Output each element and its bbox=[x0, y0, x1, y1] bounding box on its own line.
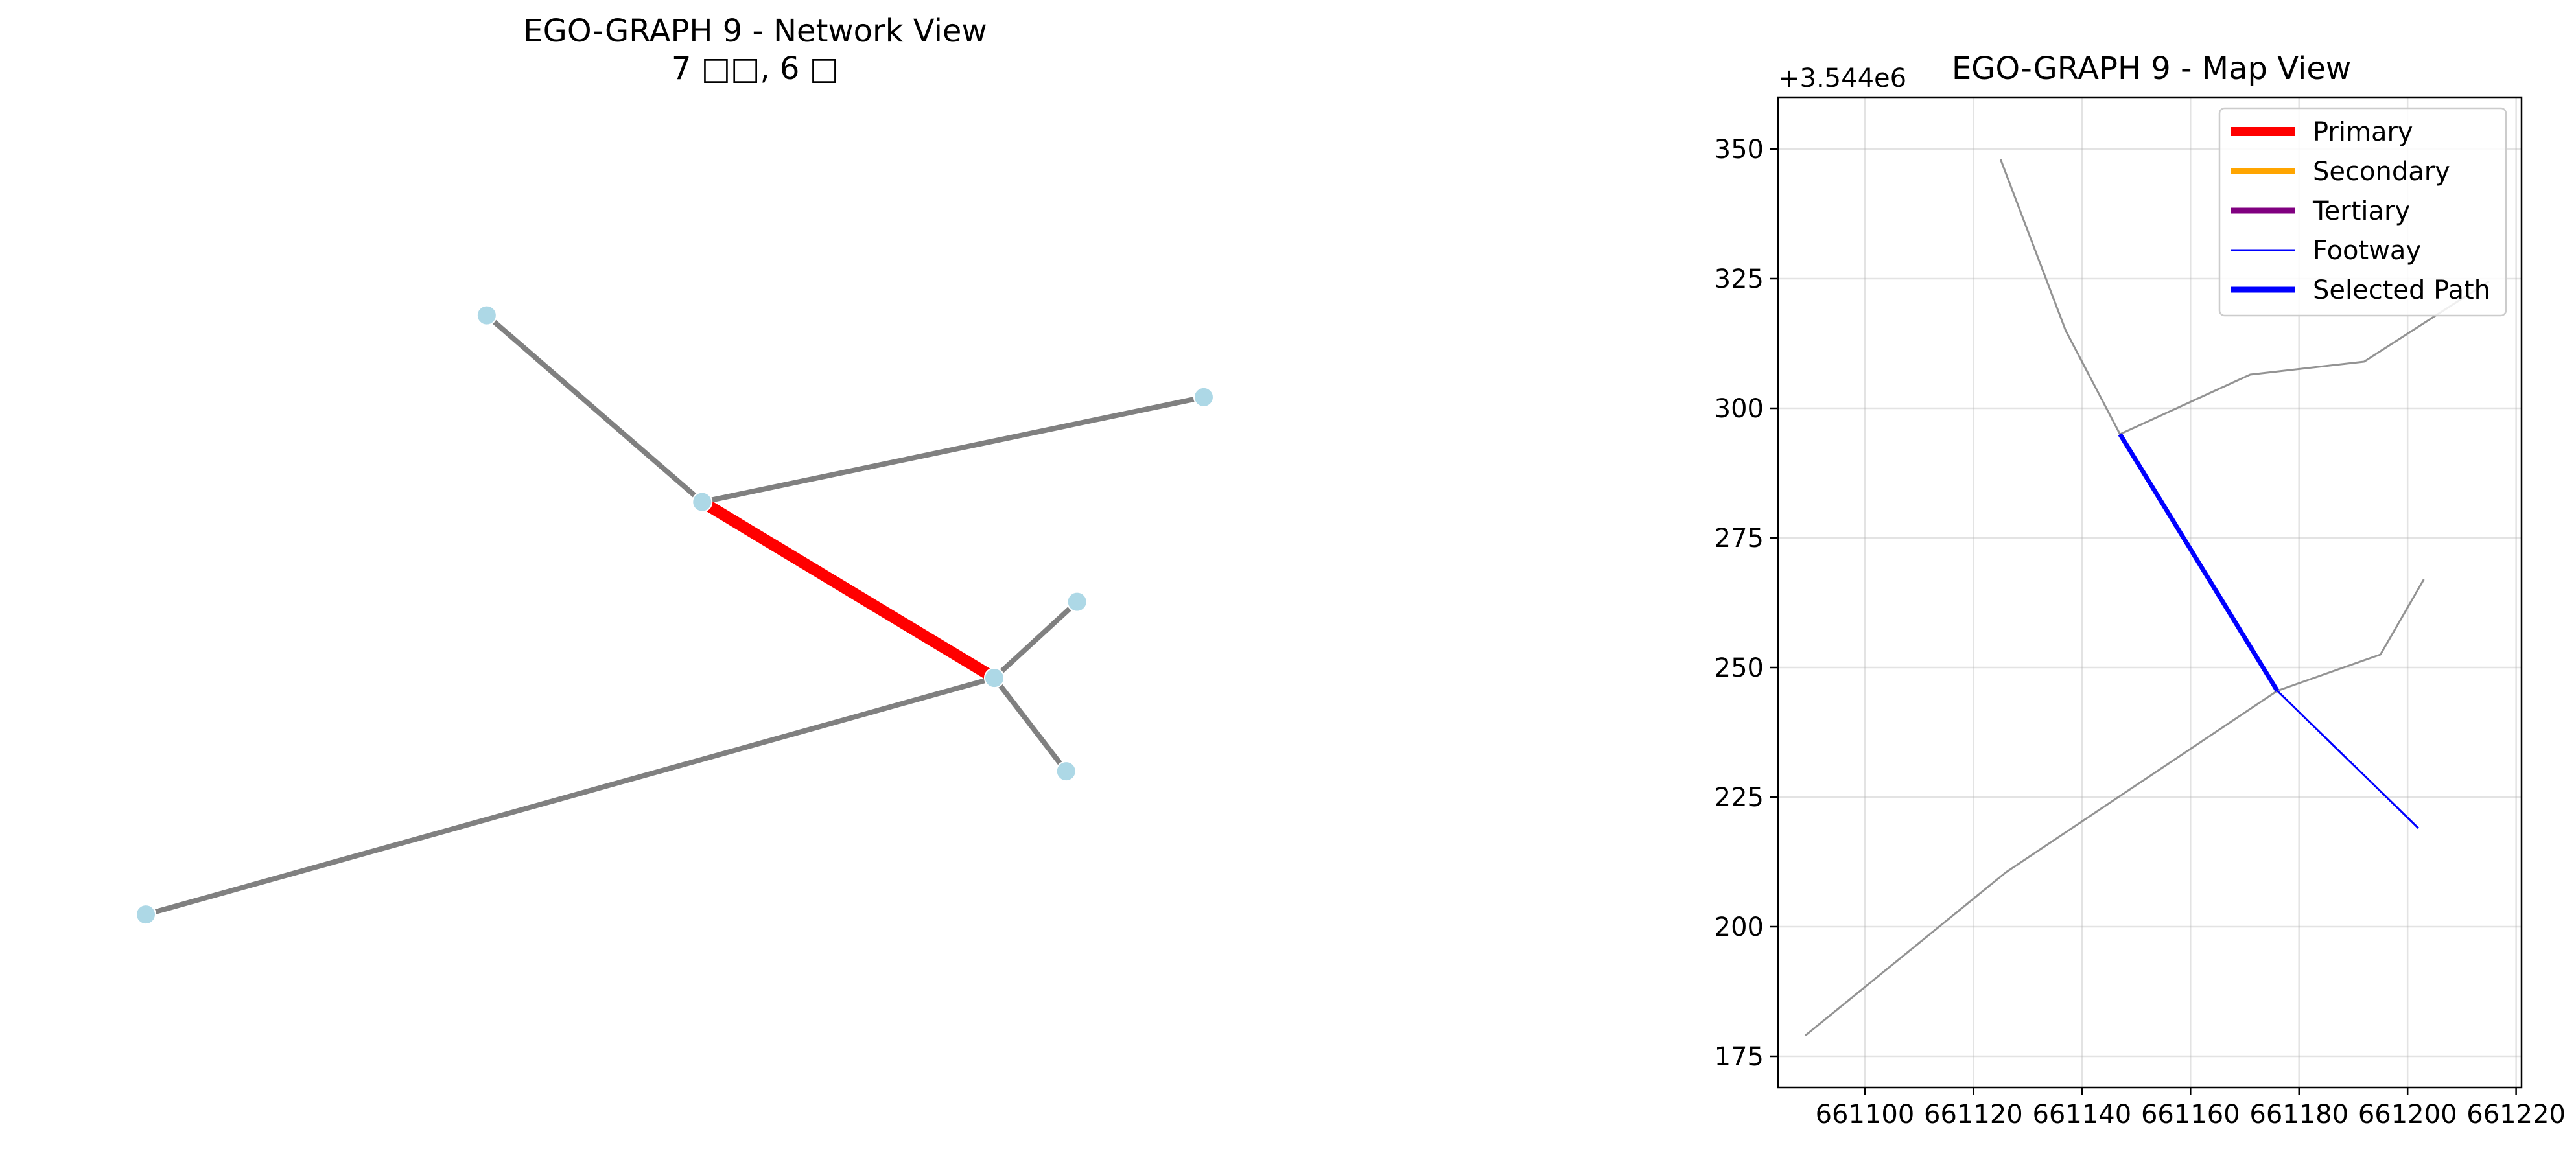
network-node bbox=[1066, 591, 1088, 612]
network-edge bbox=[485, 313, 704, 504]
x-tick-label: 661120 bbox=[1924, 1100, 2023, 1130]
network-edge bbox=[701, 394, 1204, 505]
y-tick-label: 325 bbox=[1715, 264, 1764, 294]
network-view-subtitle: 7 □□, 6 □ bbox=[672, 51, 839, 87]
legend-box bbox=[2218, 107, 2507, 317]
map-view-panel: EGO-GRAPH 9 - Map View +3.544e6 661100 66… bbox=[1715, 51, 2566, 1130]
x-tick-label: 661220 bbox=[2466, 1100, 2566, 1130]
network-node bbox=[983, 667, 1005, 689]
x-tick-label: 661160 bbox=[2141, 1100, 2240, 1130]
network-edge bbox=[145, 675, 996, 917]
footway-line bbox=[2277, 690, 2419, 830]
map-view-title: EGO-GRAPH 9 - Map View bbox=[1952, 51, 2351, 87]
y-tick-label: 350 bbox=[1715, 135, 1764, 165]
road-line bbox=[1999, 159, 2121, 435]
legend-label: Primary bbox=[2313, 117, 2413, 147]
network-view-title: EGO-GRAPH 9 - Network View bbox=[523, 13, 987, 49]
x-tick-label: 661140 bbox=[2032, 1100, 2131, 1130]
legend-label: Secondary bbox=[2313, 157, 2450, 187]
map-axes-frame bbox=[1777, 96, 2523, 1089]
legend-label: Footway bbox=[2313, 236, 2421, 266]
y-tick-label: 250 bbox=[1715, 653, 1764, 683]
network-nodes bbox=[135, 305, 1214, 925]
y-tick-label: 175 bbox=[1715, 1042, 1764, 1072]
y-tick-label: 275 bbox=[1715, 524, 1764, 553]
y-tick-label: 200 bbox=[1715, 912, 1764, 942]
network-node bbox=[135, 904, 156, 925]
legend-label: Tertiary bbox=[2312, 196, 2410, 226]
road-line bbox=[1804, 690, 2278, 1037]
legend-label: Selected Path bbox=[2313, 275, 2490, 305]
network-node bbox=[1193, 386, 1214, 408]
y-tick-label: 225 bbox=[1715, 783, 1764, 813]
network-edge bbox=[992, 676, 1068, 773]
selected-path-line bbox=[2118, 433, 2280, 692]
network-node bbox=[692, 491, 713, 513]
x-tick-label: 661100 bbox=[1816, 1100, 1915, 1130]
highlighted-edge bbox=[699, 496, 998, 683]
x-axis-ticks: 661100 661120 661140 661160 661180 661200 6612… bbox=[1816, 1087, 2566, 1130]
network-edge bbox=[992, 599, 1079, 680]
network-view-panel: EGO-GRAPH 9 - Network View 7 □□, 6 □ bbox=[135, 13, 1214, 925]
map-lines bbox=[1804, 159, 2490, 1037]
network-node bbox=[1055, 761, 1077, 782]
legend-items: Primary Secondary Tertiary Footway Selected … bbox=[2231, 117, 2490, 305]
y-tick-label: 300 bbox=[1715, 394, 1764, 424]
road-line bbox=[2119, 280, 2490, 435]
x-tick-label: 661180 bbox=[2249, 1100, 2348, 1130]
x-tick-label: 661200 bbox=[2358, 1100, 2457, 1130]
y-offset-label: +3.544e6 bbox=[1778, 64, 1906, 93]
map-legend: Primary Secondary Tertiary Footway Selected … bbox=[2218, 107, 2507, 317]
network-node bbox=[476, 305, 497, 326]
network-edges bbox=[145, 313, 1204, 917]
road-line bbox=[2277, 579, 2425, 692]
y-axis-ticks: 175 200 225 250 275 300 325 350 bbox=[1715, 135, 1778, 1072]
